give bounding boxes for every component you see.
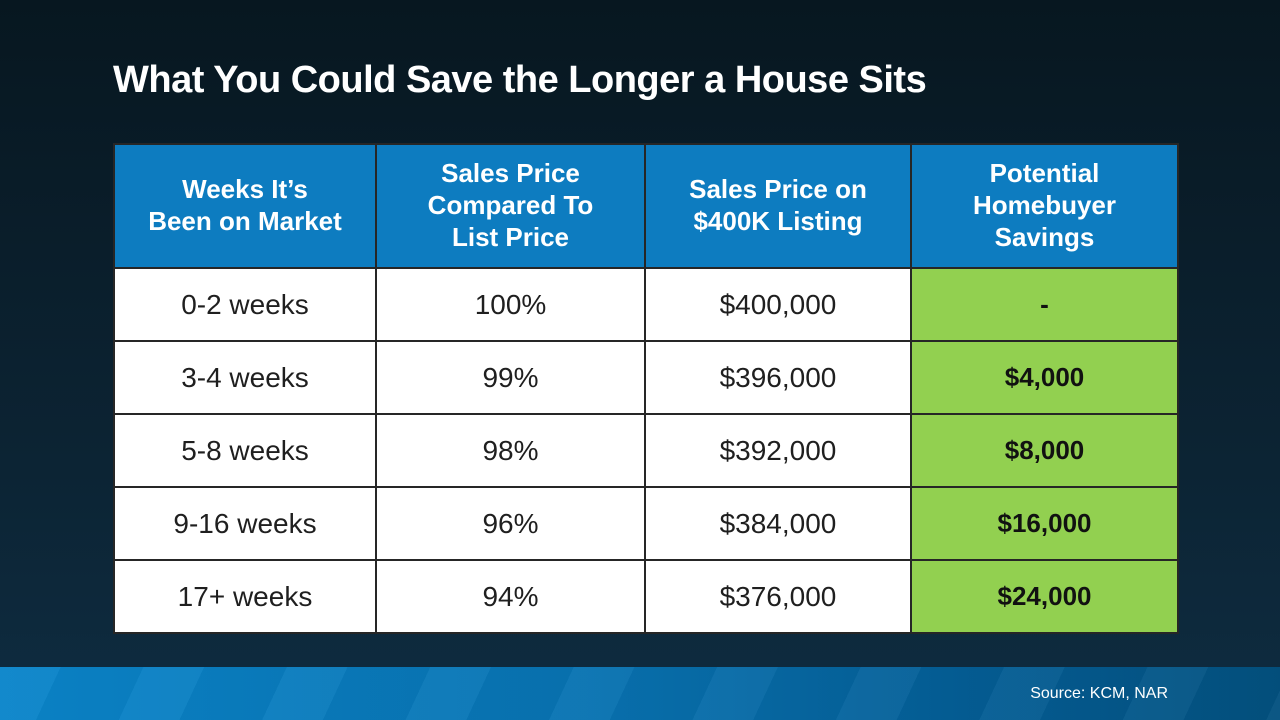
cell-savings: $8,000	[910, 413, 1179, 488]
table-row: 9-16 weeks 96% $384,000 $16,000	[113, 486, 1179, 561]
cell-sales-price: $384,000	[644, 486, 912, 561]
column-header-weeks-on-market: Weeks It’s Been on Market	[113, 143, 377, 269]
table-row: 0-2 weeks 100% $400,000 -	[113, 267, 1179, 342]
table-row: 5-8 weeks 98% $392,000 $8,000	[113, 413, 1179, 488]
header-line: Homebuyer	[972, 190, 1117, 221]
header-line: List Price	[451, 221, 570, 252]
header-line: Sales Price	[441, 158, 580, 189]
cell-savings: $16,000	[910, 486, 1179, 561]
table-row: 17+ weeks 94% $376,000 $24,000	[113, 559, 1179, 634]
cell-price-percent: 100%	[375, 267, 646, 342]
header-line: Sales Price on	[689, 174, 867, 205]
cell-price-percent: 96%	[375, 486, 646, 561]
cell-sales-price: $392,000	[644, 413, 912, 488]
cell-weeks: 5-8 weeks	[113, 413, 377, 488]
header-line: Been on Market	[148, 206, 342, 236]
cell-sales-price: $376,000	[644, 559, 912, 634]
cell-weeks: 17+ weeks	[113, 559, 377, 634]
cell-weeks: 3-4 weeks	[113, 340, 377, 415]
cell-sales-price: $400,000	[644, 267, 912, 342]
savings-table: Weeks It’s Been on Market Sales Price Co…	[113, 143, 1179, 634]
page-title: What You Could Save the Longer a House S…	[113, 59, 927, 101]
cell-price-percent: 98%	[375, 413, 646, 488]
footer-bar: Source: KCM, NAR	[0, 667, 1280, 720]
column-header-potential-savings: Potential Homebuyer Savings	[910, 143, 1179, 269]
column-header-sales-price-400k: Sales Price on $400K Listing	[644, 143, 912, 269]
source-text: Source: KCM, NAR	[1030, 685, 1168, 702]
table-header-row: Weeks It’s Been on Market Sales Price Co…	[113, 143, 1179, 269]
cell-sales-price: $396,000	[644, 340, 912, 415]
cell-weeks: 0-2 weeks	[113, 267, 377, 342]
cell-price-percent: 94%	[375, 559, 646, 634]
header-line: Potential	[989, 158, 1100, 189]
header-line: Savings	[994, 221, 1095, 252]
cell-savings: $4,000	[910, 340, 1179, 415]
cell-weeks: 9-16 weeks	[113, 486, 377, 561]
table-row: 3-4 weeks 99% $396,000 $4,000	[113, 340, 1179, 415]
header-line: Weeks It’s	[182, 174, 308, 205]
cell-price-percent: 99%	[375, 340, 646, 415]
cell-savings: $24,000	[910, 559, 1179, 634]
header-line: Compared To	[427, 190, 594, 221]
column-header-sales-vs-list: Sales Price Compared To List Price	[375, 143, 646, 269]
header-line: $400K Listing	[693, 206, 863, 236]
cell-savings: -	[910, 267, 1179, 342]
